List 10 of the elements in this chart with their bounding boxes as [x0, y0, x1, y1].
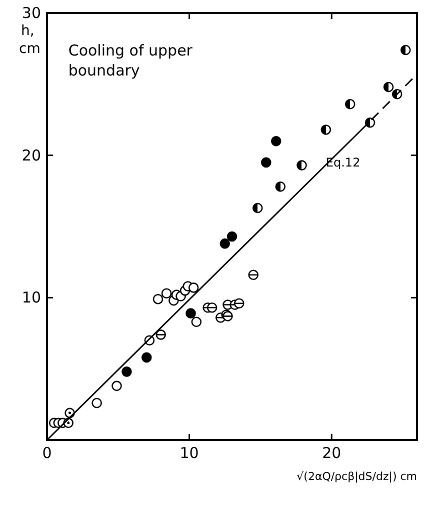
y-axis-title: h, cm	[19, 23, 40, 57]
annotation: Eq.12	[326, 156, 360, 170]
y-tick-label: 20	[22, 146, 41, 164]
y-tick-label: 10	[22, 288, 41, 307]
y-tick-label: 30	[22, 4, 41, 22]
text: Cooling of upper boundary	[68, 42, 194, 80]
x-axis-title: √(2αQ/ρcβ|dS/dz|) cm	[296, 470, 417, 483]
x-tick-label: 20	[322, 444, 342, 462]
x-tick-label: 10	[180, 444, 199, 462]
x-tick-label: 0	[42, 444, 52, 462]
